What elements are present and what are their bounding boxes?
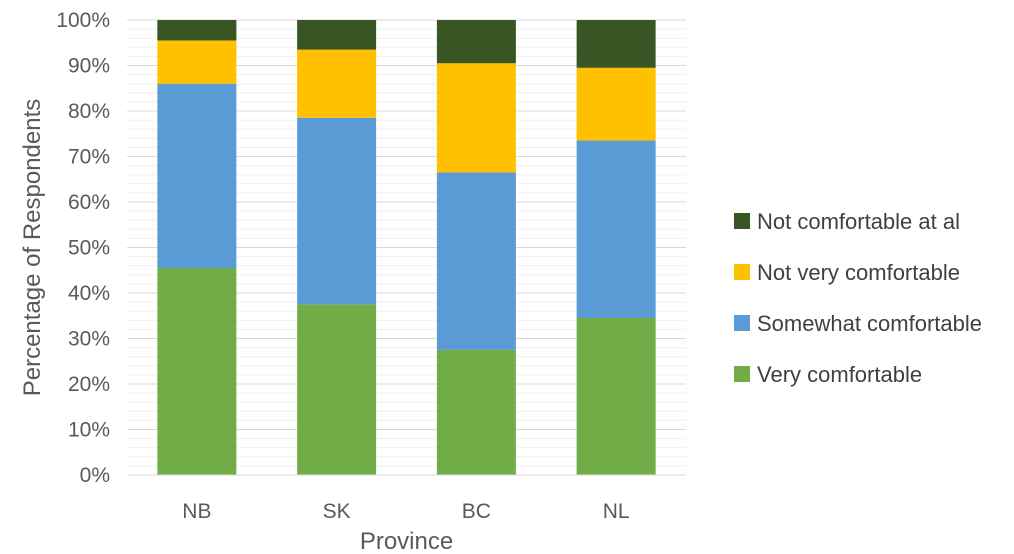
bar-segment-nb-not-very-comfortable xyxy=(157,40,237,84)
y-tick-label: 20% xyxy=(68,373,110,396)
bar-segment-nl-very-comfortable xyxy=(576,318,656,475)
x-tick-label: NB xyxy=(182,500,211,523)
bar-segment-nb-very-comfortable xyxy=(157,267,237,475)
y-tick-label: 0% xyxy=(80,464,110,487)
bar-segment-sk-not-very-comfortable xyxy=(297,49,377,118)
legend-swatch xyxy=(734,315,750,331)
bar-segment-nb-somewhat-comfortable xyxy=(157,83,237,268)
legend-label: Somewhat comfortable xyxy=(757,311,982,336)
y-tick-label: 50% xyxy=(68,237,110,260)
legend-label: Very comfortable xyxy=(757,362,922,387)
y-tick-label: 70% xyxy=(68,146,110,169)
x-axis-title: Province xyxy=(360,528,453,554)
bar-segment-nl-somewhat-comfortable xyxy=(576,140,656,319)
y-tick-label: 30% xyxy=(68,328,110,351)
y-tick-label: 40% xyxy=(68,282,110,305)
y-axis-title: Percentage of Respondents xyxy=(19,99,46,397)
x-axis-ticks: NB SK BC NL xyxy=(182,500,629,523)
bar-segment-nl-not-comfortable-at-al xyxy=(576,20,656,68)
y-tick-label: 10% xyxy=(68,419,110,442)
legend-label: Not very comfortable xyxy=(757,260,960,285)
bar-segment-sk-not-comfortable-at-al xyxy=(297,20,377,50)
y-axis-ticks: 0% 10% 20% 30% 40% 50% 60% 70% 80% 90% 100% xyxy=(56,9,110,487)
bar-stacks xyxy=(157,20,656,475)
bar-segment-sk-very-comfortable xyxy=(297,304,377,475)
x-tick-label: NL xyxy=(603,500,630,523)
y-tick-label: 100% xyxy=(56,9,110,32)
legend-swatch xyxy=(734,264,750,280)
bar-segment-bc-somewhat-comfortable xyxy=(436,172,516,350)
x-tick-label: SK xyxy=(323,500,351,523)
y-tick-label: 80% xyxy=(68,100,110,123)
bar-segment-sk-somewhat-comfortable xyxy=(297,117,377,305)
bar-segment-bc-not-comfortable-at-al xyxy=(436,20,516,64)
bar-segment-nb-not-comfortable-at-al xyxy=(157,20,237,41)
legend-label: Not comfortable at al xyxy=(757,209,960,234)
bar-segment-bc-very-comfortable xyxy=(436,349,516,475)
legend: Not comfortable at al Not very comfortabl… xyxy=(734,209,982,387)
y-tick-label: 90% xyxy=(68,55,110,78)
y-tick-label: 60% xyxy=(68,191,110,214)
x-tick-label: BC xyxy=(462,500,491,523)
bar-segment-nl-not-very-comfortable xyxy=(576,67,656,141)
legend-swatch xyxy=(734,213,750,229)
bar-segment-bc-not-very-comfortable xyxy=(436,63,516,173)
legend-swatch xyxy=(734,366,750,382)
